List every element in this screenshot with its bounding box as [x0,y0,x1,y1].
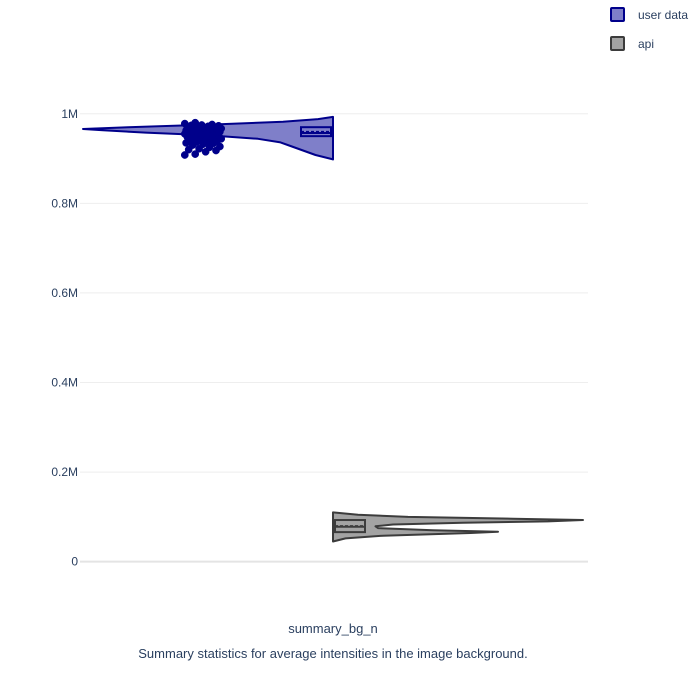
data-point [191,118,200,127]
y-tick-label: 0 [71,555,78,569]
x-axis-title: summary_bg_n [288,621,378,636]
violins [82,115,584,543]
gridlines [80,113,588,563]
data-point [180,119,189,128]
violin-shape [82,115,334,161]
legend-swatch [610,7,625,22]
legend-item-api[interactable]: api [610,36,654,51]
chart-caption: Summary statistics for average intensiti… [138,646,527,661]
y-tick-label: 0.4M [51,376,78,390]
data-point [197,121,206,129]
data-point [214,121,223,130]
data-point [191,150,200,158]
legend-label: api [638,37,654,51]
legend-label: user data [638,8,688,22]
y-tick-label: 0.2M [51,465,78,479]
y-tick-label: 0.6M [51,286,78,300]
violin-user-data [82,115,334,161]
legend-swatch [610,36,625,51]
legend[interactable]: user data api [610,7,688,51]
data-point [208,120,216,129]
violin-shape [332,511,584,543]
legend-item-user-data[interactable]: user data [610,7,688,22]
y-axis-ticks: 0 0.2M 0.4M 0.6M 0.8M 1M [51,107,78,569]
data-points [180,118,226,159]
violin-api [332,511,584,543]
data-point [180,151,189,159]
y-tick-label: 1M [61,107,78,121]
y-tick-label: 0.8M [51,196,78,210]
